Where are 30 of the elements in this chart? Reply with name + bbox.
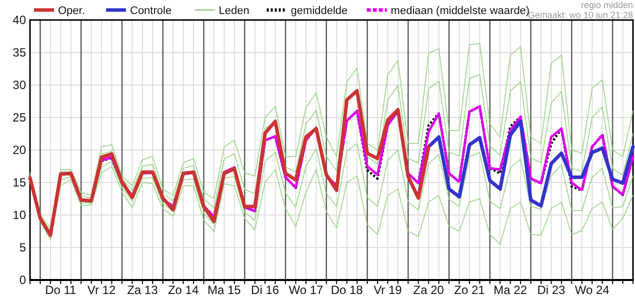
- x-tick-label: Vr 19: [374, 283, 402, 297]
- y-tick-label: 10: [12, 208, 26, 222]
- x-tick-label: Za 13: [127, 283, 158, 297]
- x-tick-label: Ma 15: [208, 283, 242, 297]
- y-tick-label: 25: [12, 110, 26, 124]
- x-tick-label: Zo 14: [168, 283, 199, 297]
- legend-label: Oper.: [58, 5, 85, 17]
- x-tick-label: Wo 17: [288, 283, 324, 297]
- legend-label: Controle: [130, 5, 172, 17]
- y-tick-label: 0: [19, 273, 26, 287]
- y-tick-label: 20: [12, 143, 26, 157]
- x-tick-label: Vr 12: [87, 283, 116, 297]
- y-tick-label: 15: [12, 176, 26, 190]
- x-tick-label: Do 18: [330, 283, 364, 297]
- x-tick-label: Wo 24: [574, 283, 610, 297]
- y-tick-label: 30: [12, 78, 26, 92]
- annotation: Gemaakt: wo 10 jun 21:28: [528, 10, 633, 20]
- y-tick-label: 35: [12, 46, 26, 60]
- x-tick-label: Di 16: [251, 283, 280, 297]
- legend-label: Leden: [218, 5, 250, 17]
- legend-label: gemiddelde: [290, 5, 348, 17]
- legend-label: mediaan (middelste waarde): [390, 5, 530, 17]
- x-tick-label: Do 11: [45, 283, 77, 297]
- x-tick-label: Di 23: [537, 283, 566, 297]
- x-tick-label: Zo 21: [454, 283, 486, 297]
- y-tick-label: 40: [12, 13, 26, 27]
- x-tick-label: Ma 22: [494, 283, 528, 297]
- text: regio midden: [580, 0, 633, 10]
- x-tick-label: Za 20: [413, 283, 444, 297]
- y-tick-label: 5: [19, 240, 26, 254]
